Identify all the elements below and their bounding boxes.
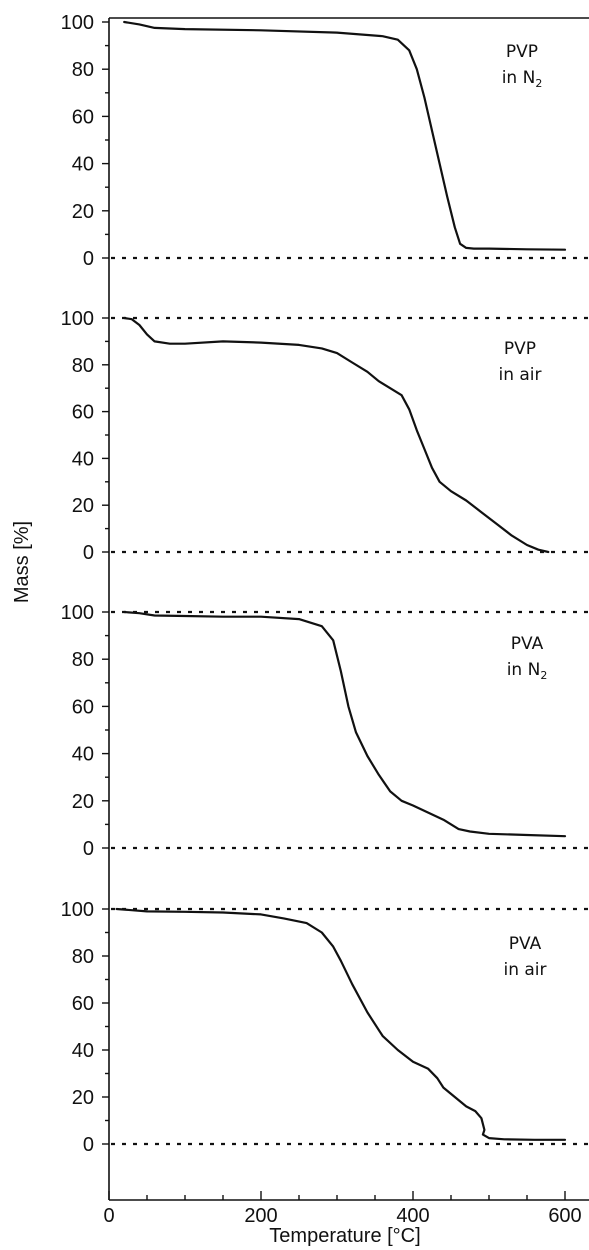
panel-labels-layer: PVP in N2 PVP in air PVA in N2 PVA in air xyxy=(498,42,547,980)
panel-label-line2: in N2 xyxy=(507,660,548,682)
y-tick-label: 60 xyxy=(72,993,94,1015)
panel-label-line1: PVA xyxy=(511,634,544,654)
reference-lines-layer xyxy=(111,256,589,1146)
x-axis-title: Temperature [°C] xyxy=(269,1225,420,1247)
panel-label-line1: PVP xyxy=(504,339,536,359)
panel-label-line2: in N2 xyxy=(502,68,543,90)
y-tick-label: 0 xyxy=(83,1134,94,1156)
y-tick-label: 20 xyxy=(72,791,94,813)
y-tick-label: 80 xyxy=(72,355,94,377)
y-tick-label: 40 xyxy=(72,1040,94,1062)
curves-layer xyxy=(115,20,567,1141)
series-line-4 xyxy=(115,907,567,1141)
y-tick-label: 100 xyxy=(61,308,94,330)
x-tick-label: 400 xyxy=(396,1205,429,1227)
panel-label-line1: PVP xyxy=(506,42,538,62)
y-tick-label: 0 xyxy=(83,838,94,860)
y-tick-label: 60 xyxy=(72,402,94,424)
x-tick-label: 0 xyxy=(103,1205,114,1227)
series-line-3 xyxy=(123,610,567,838)
y-tick-label: 80 xyxy=(72,59,94,81)
y-tick-label: 0 xyxy=(83,542,94,564)
panel-label-subscript: 2 xyxy=(535,77,542,90)
x-tick-label: 200 xyxy=(244,1205,277,1227)
panel-label-line2: in air xyxy=(498,365,541,385)
y-tick-label: 60 xyxy=(72,106,94,128)
panel-label-line1: PVA xyxy=(509,934,542,954)
y-tick-label: 40 xyxy=(72,744,94,766)
panel-label-subscript: 2 xyxy=(540,669,547,682)
y-tick-label: 100 xyxy=(61,12,94,34)
y-tick-label: 80 xyxy=(72,649,94,671)
panel-label-line2: in air xyxy=(503,960,546,980)
x-tick-label: 600 xyxy=(548,1205,581,1227)
y-tick-label: 80 xyxy=(72,946,94,968)
y-tick-label: 40 xyxy=(72,154,94,176)
y-tick-label: 20 xyxy=(72,201,94,223)
y-tick-label: 20 xyxy=(72,495,94,517)
y-tick-label: 100 xyxy=(61,899,94,921)
y-tick-label: 100 xyxy=(61,602,94,624)
y-tick-label: 20 xyxy=(72,1087,94,1109)
y-tick-label: 60 xyxy=(72,696,94,718)
y-tick-label: 40 xyxy=(72,448,94,470)
axes-layer: 0 200 400 600020406080100020406080100020406… xyxy=(61,12,589,1227)
y-axis-title: Mass [%] xyxy=(11,521,33,603)
series-line-2 xyxy=(123,316,550,554)
y-tick-label: 0 xyxy=(83,248,94,270)
series-line-1 xyxy=(123,20,567,251)
